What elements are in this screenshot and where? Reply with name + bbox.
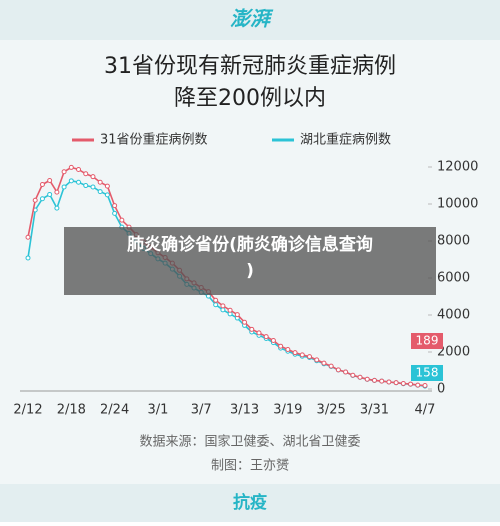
y-tick-label: 0	[437, 382, 445, 397]
x-tick-label: 3/31	[360, 403, 389, 418]
data-point	[263, 334, 269, 340]
data-point	[386, 379, 392, 385]
data-point	[25, 255, 31, 261]
data-point	[393, 380, 399, 386]
data-point	[335, 367, 341, 373]
chart-title: 降至200例以内	[174, 86, 326, 111]
data-point	[104, 192, 110, 198]
overlay-text: 肺炎确诊省份(肺炎确诊信息查询)	[127, 234, 373, 281]
data-point	[61, 169, 67, 175]
data-point	[68, 164, 74, 170]
data-point	[47, 177, 53, 183]
x-tick-label: 3/19	[273, 403, 302, 418]
data-point	[415, 382, 421, 388]
x-tick-label: 2/24	[100, 403, 129, 418]
logo: 澎湃	[230, 7, 274, 31]
data-point	[54, 189, 60, 195]
data-point	[249, 326, 255, 332]
data-point	[371, 377, 377, 383]
y-tick-label: 8000	[437, 234, 470, 249]
data-point	[39, 196, 45, 202]
data-point	[32, 197, 38, 203]
data-point	[112, 210, 118, 216]
x-tick-label: 2/18	[57, 403, 86, 418]
legend-label: 湖北重症病例数	[300, 132, 391, 148]
data-point	[307, 354, 313, 360]
source: 数据来源：国家卫健委、湖北省卫健委	[139, 434, 360, 450]
y-tick-label: 6000	[437, 271, 470, 286]
data-point	[68, 178, 74, 184]
data-point	[314, 357, 320, 363]
data-point	[220, 303, 226, 309]
data-point	[220, 307, 226, 313]
value-label-box	[411, 333, 443, 349]
data-point	[422, 383, 428, 389]
data-point	[321, 360, 327, 366]
data-point	[90, 174, 96, 180]
data-point	[112, 203, 118, 209]
data-point	[379, 378, 385, 384]
chart-title: 31省份现有新冠肺炎重症病例	[104, 54, 396, 79]
y-tick-label: 12000	[437, 160, 478, 175]
x-tick-label: 2/12	[13, 403, 42, 418]
footer-band	[0, 484, 500, 522]
y-tick-label: 4000	[437, 308, 470, 323]
data-point	[47, 191, 53, 197]
data-point	[213, 297, 219, 303]
data-point	[76, 167, 82, 173]
data-point	[97, 189, 103, 195]
x-tick-label: 3/25	[317, 403, 346, 418]
value-label: 189	[416, 334, 439, 348]
x-tick-label: 3/1	[147, 403, 168, 418]
legend-label: 31省份重症病例数	[100, 132, 208, 148]
footer-tag: 抗疫	[233, 492, 267, 513]
data-point	[285, 346, 291, 352]
data-point	[104, 183, 110, 189]
data-point	[242, 319, 248, 325]
value-label-box	[411, 365, 443, 381]
y-tick-label: 2000	[437, 345, 470, 360]
data-point	[357, 374, 363, 380]
x-tick-label: 3/13	[230, 403, 259, 418]
data-point	[39, 182, 45, 188]
x-tick-label: 3/7	[191, 403, 212, 418]
data-point	[292, 350, 298, 356]
data-point	[61, 184, 67, 190]
data-point	[83, 183, 89, 189]
data-point	[76, 179, 82, 185]
value-label: 158	[416, 366, 439, 380]
credit: 制图：王亦赟	[211, 458, 289, 474]
data-point	[90, 184, 96, 190]
y-tick-label: 10000	[437, 197, 478, 212]
data-point	[364, 376, 370, 382]
data-point	[213, 302, 219, 308]
data-point	[328, 363, 334, 369]
data-point	[25, 234, 31, 240]
data-point	[119, 217, 125, 223]
data-point	[400, 381, 406, 387]
data-point	[350, 372, 356, 378]
data-point	[256, 330, 262, 336]
data-point	[299, 352, 305, 358]
data-point	[97, 179, 103, 185]
x-tick-label: 4/7	[415, 403, 436, 418]
data-point	[83, 171, 89, 177]
data-point	[234, 312, 240, 318]
header-band	[0, 0, 500, 40]
data-point	[343, 369, 349, 375]
data-point	[408, 381, 414, 387]
data-point	[270, 337, 276, 343]
data-point	[227, 307, 233, 313]
overlay-box	[64, 227, 436, 295]
data-point	[54, 205, 60, 211]
data-point	[278, 343, 284, 349]
